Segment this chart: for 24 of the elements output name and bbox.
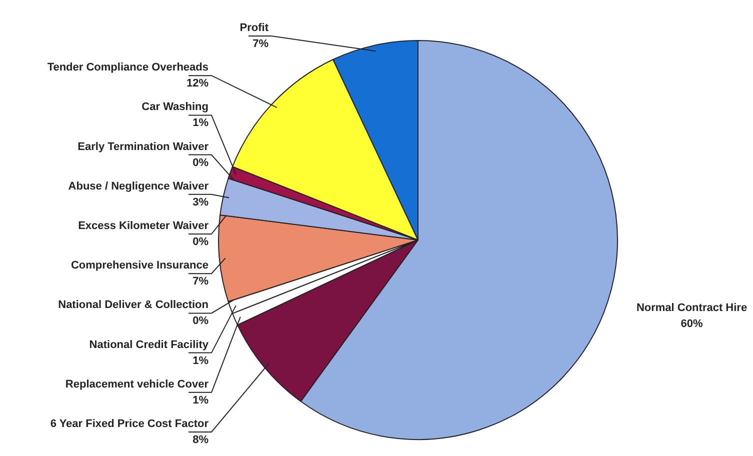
category-label: National Deliver & Collection — [58, 299, 208, 312]
category-label: Excess Kilometer Waiver — [78, 220, 208, 232]
data-label: 12% — [186, 78, 209, 90]
slice-label: 6 Year Fixed Price Cost Factor — [50, 418, 210, 430]
text: 0% — [192, 156, 208, 169]
slice-label: Tender Compliance Overheads — [47, 62, 208, 74]
slice-label: Normal Contract Hire — [636, 302, 748, 314]
slice-label: National Credit Facility — [89, 338, 210, 351]
data-label: 1% — [192, 354, 209, 367]
data-label: 7% — [252, 38, 269, 50]
slice-label: Replacement vehicle Cover — [65, 378, 210, 390]
data-label: 1% — [192, 394, 209, 406]
slice-label: Comprehensive Insurance — [70, 260, 208, 272]
data-label: 8% — [192, 434, 209, 446]
slice-label: Car Washing — [142, 101, 208, 114]
category-label: Early Termination Waiver — [78, 140, 208, 153]
data-label: 60% — [680, 318, 703, 330]
text: 0% — [192, 315, 208, 328]
text: 0% — [192, 236, 208, 248]
slice-label: Profit — [240, 22, 269, 34]
data-label: 1% — [192, 117, 209, 130]
data-label: 3% — [192, 196, 209, 208]
data-label: 7% — [192, 276, 209, 288]
legend-label: Abuse / Negligence Waiver — [68, 180, 210, 192]
